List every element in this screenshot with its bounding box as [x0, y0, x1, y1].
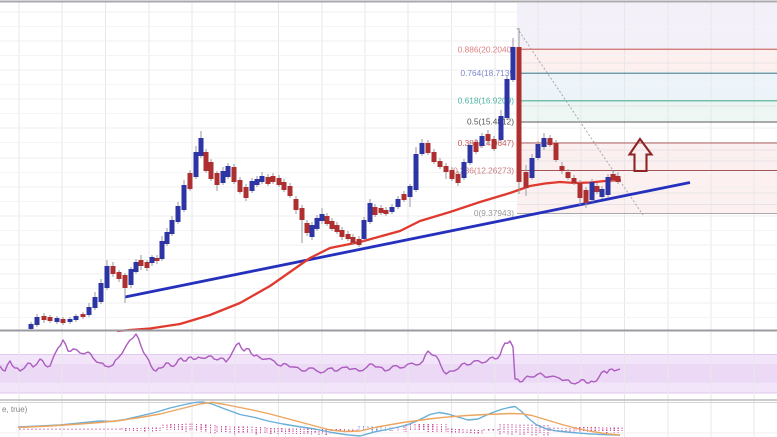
svg-text:0.236(12.26273): 0.236(12.26273) — [453, 166, 514, 176]
svg-text:0.382(14.0647): 0.382(14.0647) — [458, 138, 515, 148]
svg-text:0.764(18.7135: 0.764(18.7135 — [460, 68, 514, 78]
svg-text:0.5(15.4812): 0.5(15.4812) — [467, 117, 514, 127]
svg-text:0.618(16.9209): 0.618(16.9209) — [458, 96, 515, 106]
svg-text:e, true): e, true) — [2, 405, 28, 414]
svg-text:0.886(20.2040): 0.886(20.2040) — [458, 45, 515, 55]
svg-text:0(9.37943): 0(9.37943) — [474, 208, 514, 218]
